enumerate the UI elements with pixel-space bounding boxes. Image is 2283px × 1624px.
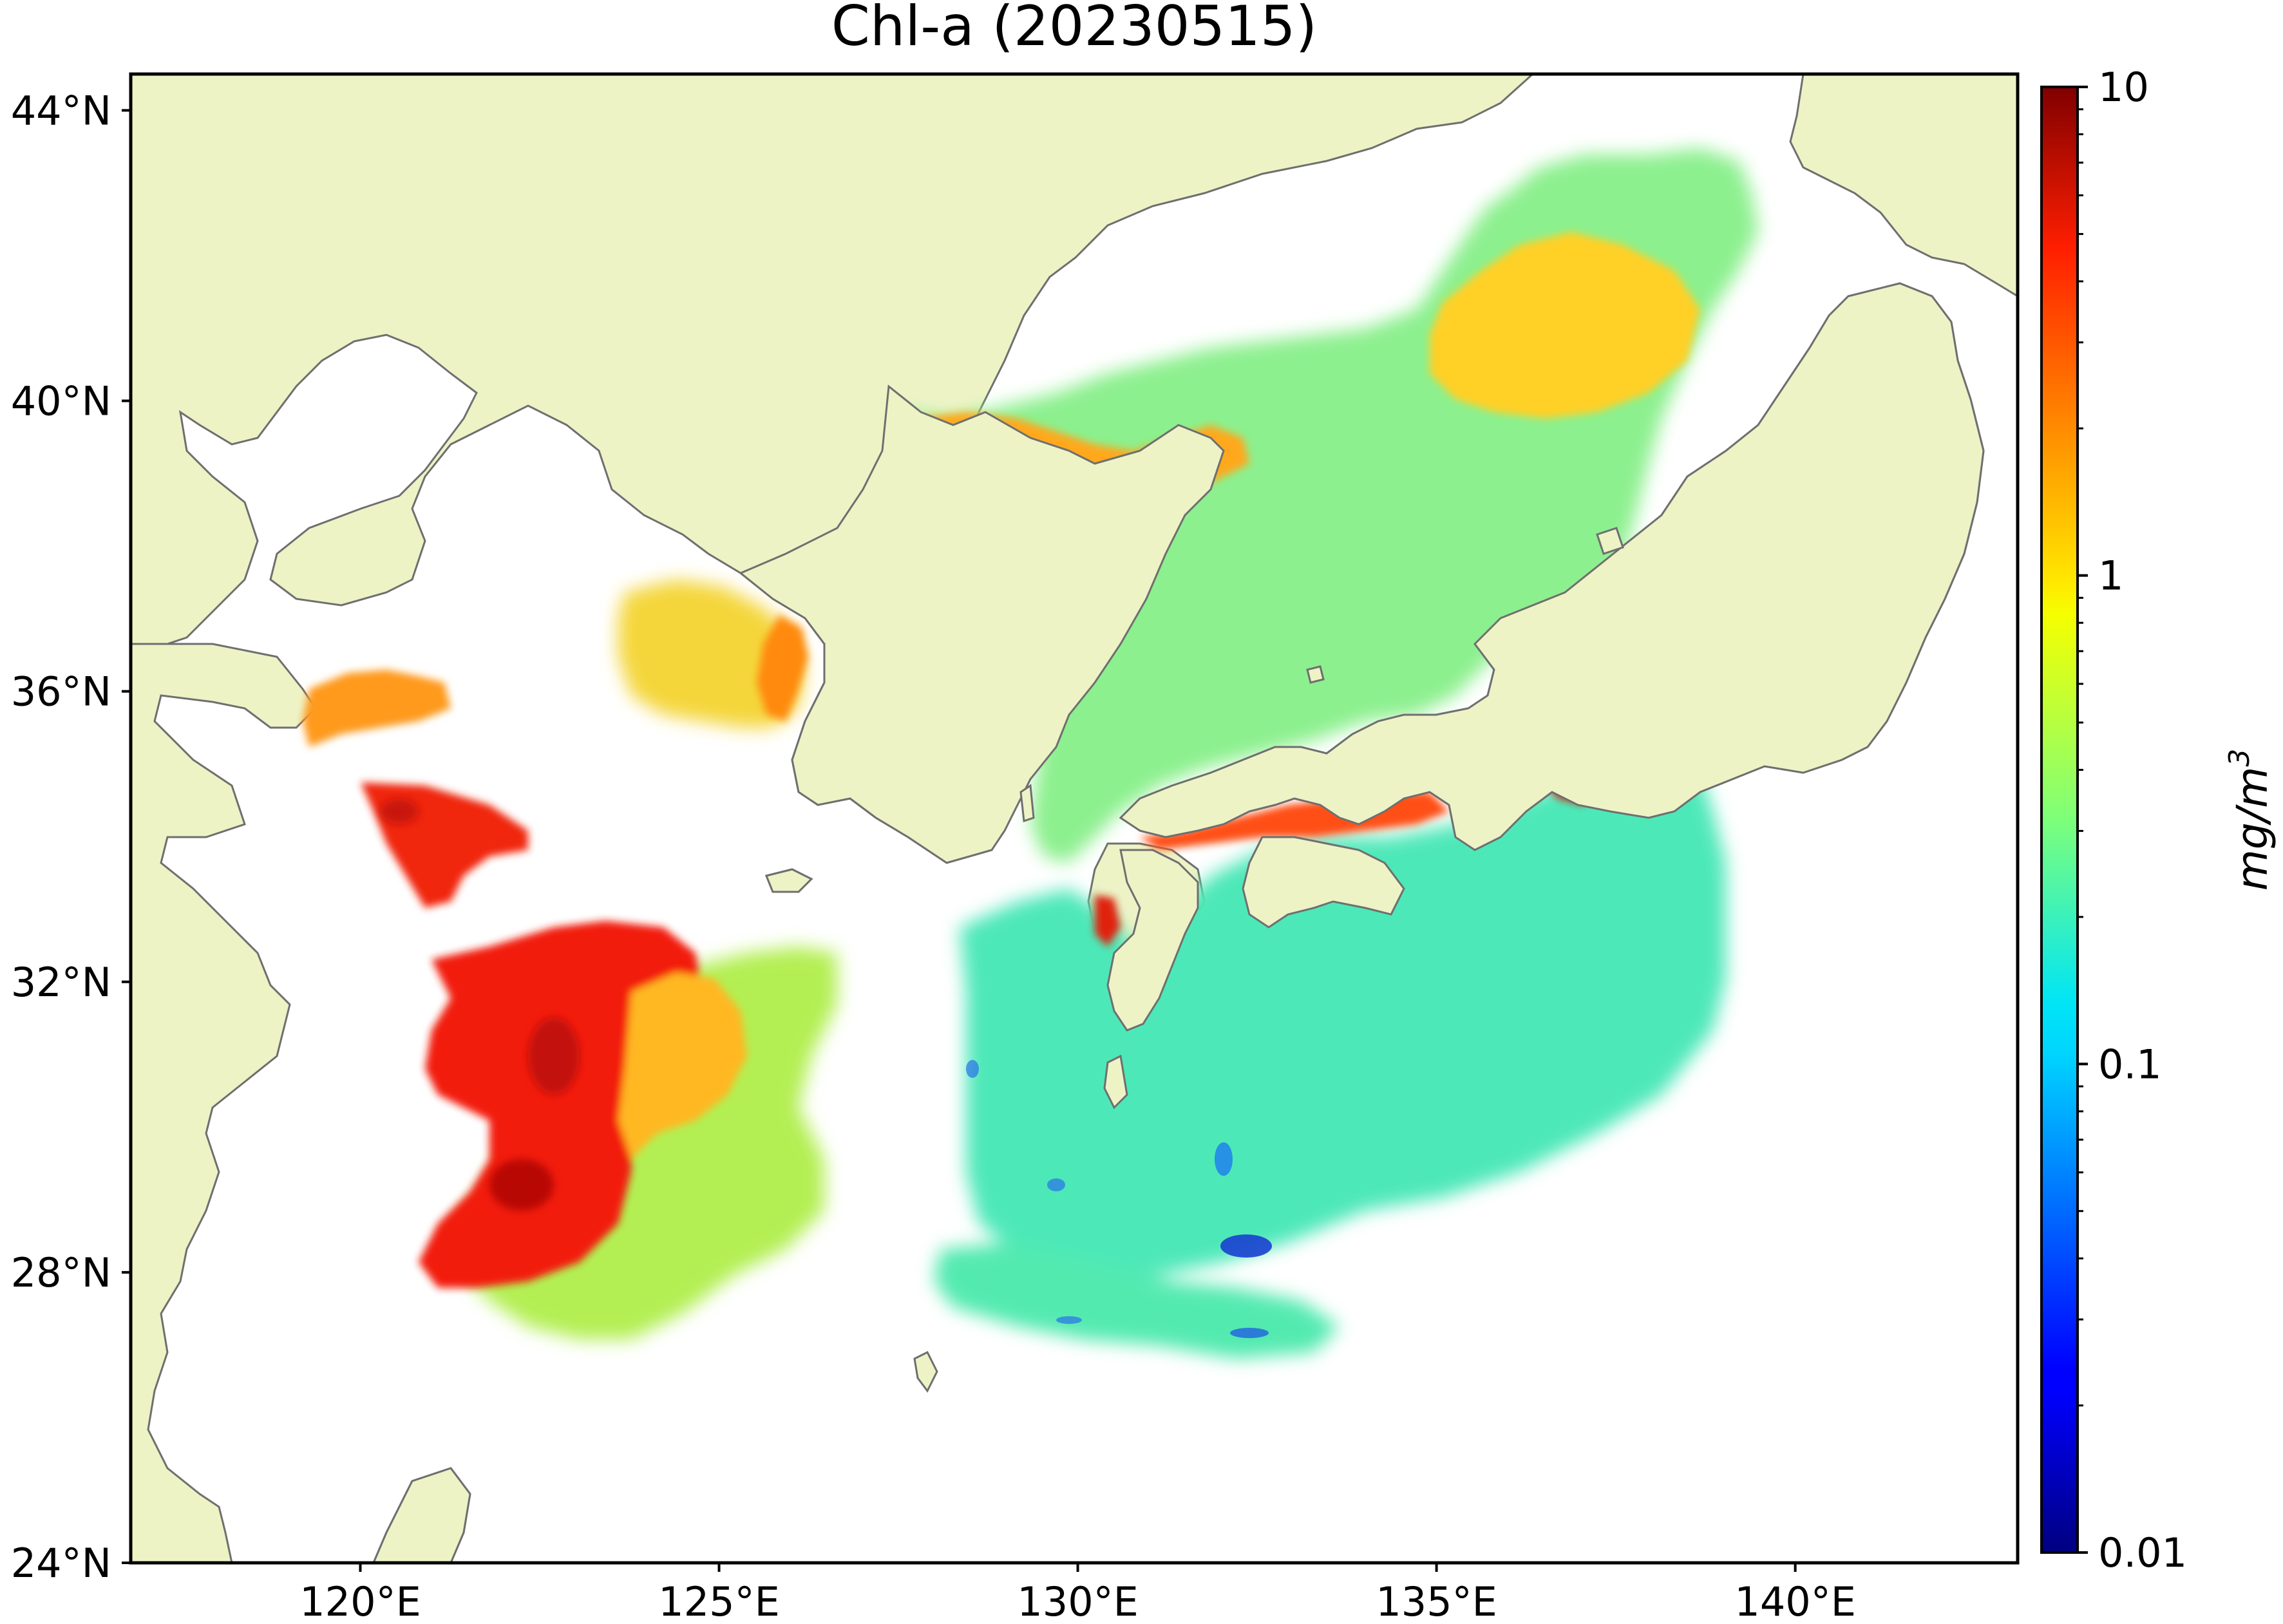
land-oki [1306, 665, 1325, 684]
colorbar-frame [2040, 86, 2079, 1554]
colorbar-tick-label: 10 [2098, 64, 2149, 111]
chl-korea-west-coast [757, 615, 808, 721]
lon-tick-label: 130°E [1017, 1578, 1139, 1624]
land-north-china [131, 74, 1535, 864]
lon-tick-label: 125°E [658, 1578, 780, 1624]
lon-tick-label: 135°E [1376, 1578, 1497, 1624]
land-shikoku-overlay [1242, 836, 1405, 929]
colorbar-label-unit: mg/m [2228, 767, 2277, 891]
chl-low-patches [966, 1060, 1272, 1338]
map-frame [129, 72, 2020, 1565]
land-taiwan-overlay [372, 1467, 471, 1563]
lon-tick-label: 140°E [1734, 1578, 1856, 1624]
chl-pacific [960, 766, 1726, 1275]
latitude-ticks: 44°N 40°N 36°N 32°N 28°N 24°N [11, 87, 131, 1587]
colorbar: 10 1 0.1 0.01 mg/m3 [2040, 64, 2277, 1576]
lat-tick-label: 36°N [11, 668, 111, 715]
chl-ariake-bay [1095, 895, 1121, 947]
land-east-china [131, 643, 317, 1563]
chl-bohai [303, 670, 451, 747]
lat-tick-label: 28°N [11, 1249, 111, 1296]
land-japan-hokkaido [1789, 74, 2018, 297]
colorbar-tick-label: 1 [2098, 552, 2123, 600]
land-sado [1596, 527, 1624, 555]
lon-tick-label: 120°E [299, 1578, 421, 1624]
colorbar-tick-label: 0.1 [2098, 1041, 2162, 1088]
longitude-ticks: 120°E 125°E 130°E 135°E 140°E [299, 1563, 1856, 1624]
land-jeju-overlay [764, 868, 813, 893]
land-kyushu-overlay [1106, 849, 1199, 1032]
land-korea-overlay [739, 384, 1225, 864]
land-honshu-overlay [1119, 282, 1985, 851]
colorbar-label: mg/m3 [2223, 749, 2277, 891]
lat-tick-label: 32°N [11, 959, 111, 1006]
colorbar-tick-label: 0.01 [2098, 1529, 2187, 1576]
lat-tick-label: 24°N [11, 1540, 111, 1587]
map-title: Chl-a (20230515) [831, 0, 1317, 59]
land-okinawa [913, 1350, 938, 1393]
map-area [131, 74, 2018, 1563]
lat-tick-label: 40°N [11, 378, 111, 425]
colorbar-gradient [2041, 87, 2078, 1553]
chl-east-china-transition [618, 972, 747, 1159]
colorbar-minor-ticks [2078, 108, 2083, 1407]
chl-japan-sea-north [1430, 232, 1700, 419]
lat-tick-label: 44°N [11, 87, 111, 134]
land-tanegashima [1103, 1054, 1128, 1109]
colorbar-ticks: 10 1 0.1 0.01 [2078, 64, 2187, 1576]
chl-yellow-sea-east [618, 580, 805, 728]
colorbar-label-exponent: 3 [2223, 749, 2256, 767]
land-outline-layer [372, 282, 1985, 1563]
chl-dark-red-cores [380, 798, 580, 1211]
land-tsushima [1019, 784, 1035, 823]
